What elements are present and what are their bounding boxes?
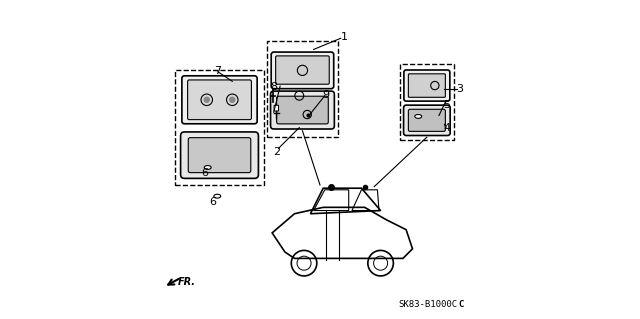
Ellipse shape: [214, 194, 221, 198]
Text: 6: 6: [209, 197, 216, 207]
Circle shape: [230, 97, 235, 102]
FancyBboxPatch shape: [276, 96, 328, 124]
FancyBboxPatch shape: [271, 52, 333, 89]
Text: 4: 4: [444, 123, 451, 133]
Text: 7: 7: [214, 66, 221, 76]
FancyBboxPatch shape: [276, 56, 329, 84]
Bar: [268, 41, 337, 137]
Ellipse shape: [204, 166, 211, 169]
FancyBboxPatch shape: [408, 74, 445, 97]
Text: C: C: [459, 300, 464, 309]
Ellipse shape: [415, 115, 422, 118]
Text: 6: 6: [201, 168, 208, 178]
Text: 9: 9: [322, 90, 330, 100]
Text: FR.: FR.: [178, 277, 196, 287]
Bar: [175, 70, 264, 185]
Text: 5: 5: [443, 100, 450, 110]
FancyBboxPatch shape: [180, 132, 259, 178]
Text: 8: 8: [270, 82, 277, 92]
FancyBboxPatch shape: [271, 91, 334, 129]
FancyBboxPatch shape: [274, 105, 278, 111]
FancyBboxPatch shape: [188, 80, 252, 120]
FancyBboxPatch shape: [408, 109, 445, 131]
Circle shape: [204, 97, 209, 102]
Text: 3: 3: [456, 84, 463, 94]
FancyBboxPatch shape: [182, 76, 257, 124]
FancyBboxPatch shape: [404, 70, 450, 101]
FancyBboxPatch shape: [188, 138, 251, 173]
Bar: [400, 64, 454, 140]
Text: 2: 2: [273, 146, 280, 157]
Text: SK83-B1000C: SK83-B1000C: [398, 300, 457, 309]
Text: 1: 1: [340, 32, 348, 42]
FancyBboxPatch shape: [404, 105, 450, 136]
